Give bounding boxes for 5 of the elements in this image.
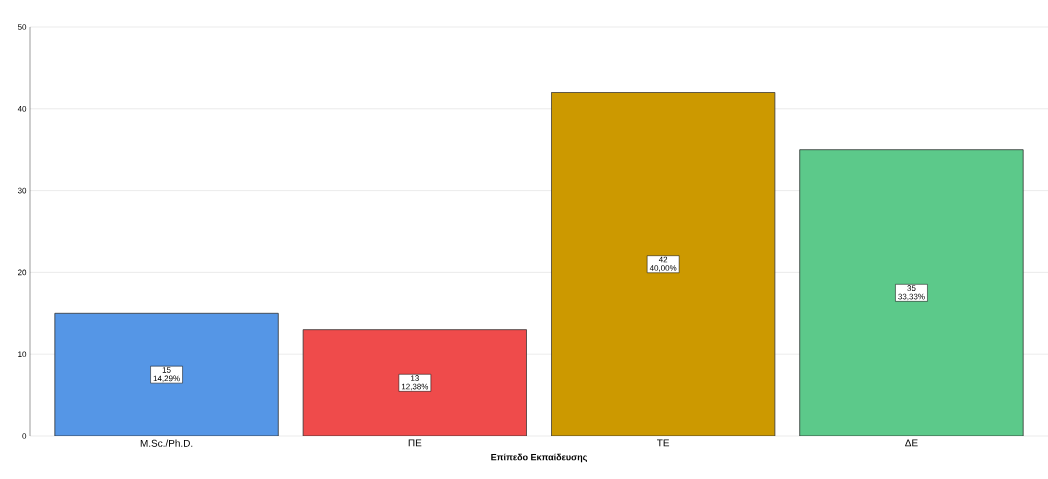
x-axis-title: Επίπεδο Εκπαίδευσης: [491, 453, 587, 463]
x-tick-label: ΠΕ: [408, 439, 422, 447]
x-tick-label: M.Sc./Ph.D.: [140, 439, 193, 447]
x-tick-label: ΔΕ: [905, 439, 918, 447]
x-tick-label: ΤΕ: [657, 439, 670, 447]
